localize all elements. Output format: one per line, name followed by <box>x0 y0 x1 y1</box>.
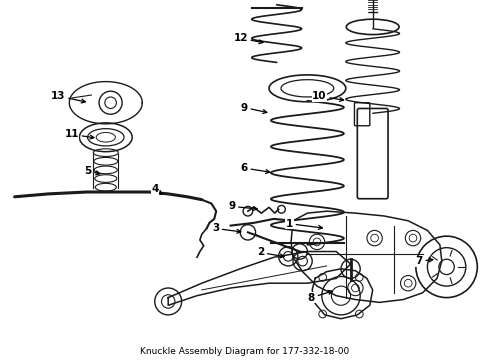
Text: 9: 9 <box>241 103 267 113</box>
Text: 7: 7 <box>415 256 433 266</box>
Text: 9: 9 <box>228 201 257 211</box>
Text: Knuckle Assembly Diagram for 177-332-18-00: Knuckle Assembly Diagram for 177-332-18-… <box>140 347 350 356</box>
Text: 11: 11 <box>64 129 94 139</box>
Text: 1: 1 <box>286 219 322 229</box>
Text: 4: 4 <box>151 184 162 194</box>
Text: 13: 13 <box>51 91 85 103</box>
Text: 10: 10 <box>312 91 343 102</box>
Text: 6: 6 <box>241 163 270 174</box>
Text: 3: 3 <box>212 224 241 234</box>
Text: 2: 2 <box>257 247 284 258</box>
Text: 8: 8 <box>308 291 332 303</box>
Text: 12: 12 <box>233 33 263 44</box>
Text: 5: 5 <box>84 166 100 176</box>
